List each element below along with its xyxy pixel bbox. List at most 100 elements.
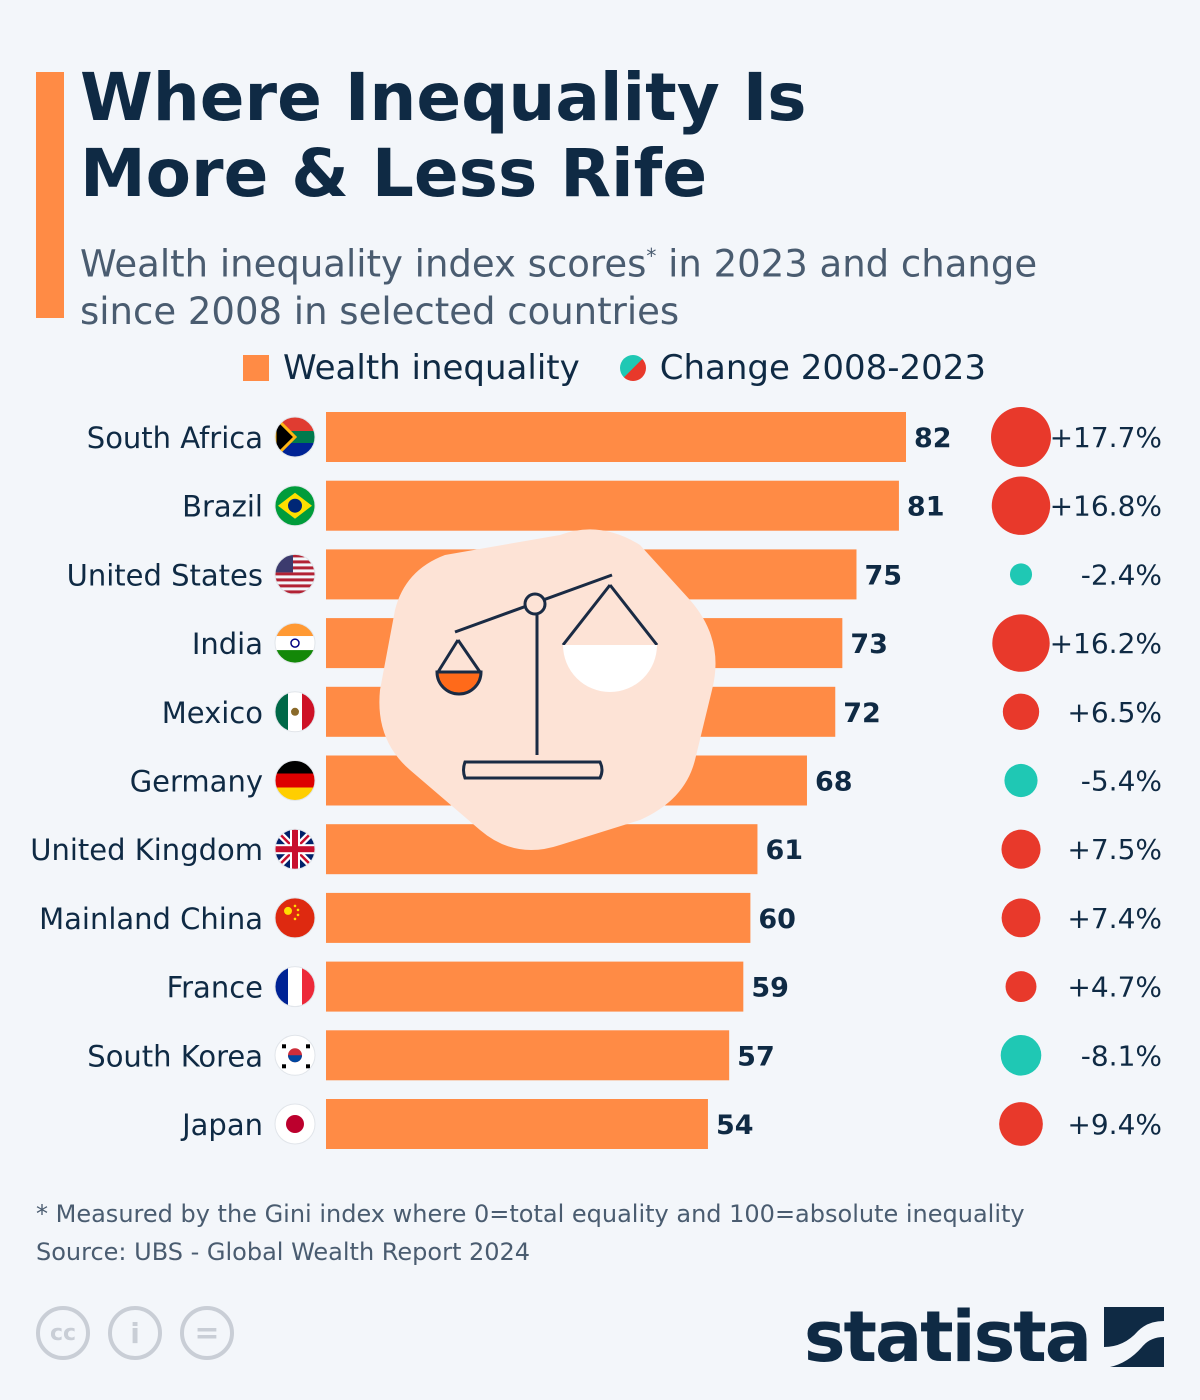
- flag-part: [275, 787, 315, 801]
- scale-right-strings: [561, 584, 659, 646]
- brand-name: statista: [803, 1296, 1092, 1378]
- category-label: Germany: [130, 765, 263, 799]
- flag-part: [275, 846, 315, 853]
- legend-bar-label: Wealth inequality: [283, 348, 580, 388]
- subtitle-text-rest: in 2023 and change since 2008 in selecte…: [80, 242, 1038, 334]
- flag-part: [306, 1044, 310, 1049]
- title-accent-bar: [36, 72, 64, 318]
- subtitle-text: Wealth inequality index scores: [80, 242, 647, 286]
- legend: Wealth inequality Change 2008-2023: [243, 348, 986, 388]
- bar-france: [326, 961, 744, 1012]
- change-circle: [1000, 1035, 1042, 1076]
- category-label: South Africa: [87, 421, 263, 455]
- uk-flag-icon: [275, 829, 315, 870]
- flag-part: [282, 1044, 286, 1049]
- flag-part: [275, 760, 315, 774]
- flag-part: [275, 623, 315, 637]
- category-label: Brazil: [182, 490, 263, 524]
- flag-part: [275, 691, 288, 732]
- usa-flag-icon: [275, 554, 315, 594]
- flag-part: [275, 417, 298, 457]
- change-label: +4.7%: [1067, 971, 1162, 1004]
- mexico-flag-icon: [275, 691, 315, 732]
- value-label: 81: [907, 492, 945, 523]
- category-label: United Kingdom: [30, 833, 263, 867]
- china-flag-icon: [275, 897, 315, 938]
- source: Source: UBS - Global Wealth Report 2024: [36, 1238, 531, 1266]
- flag-border: [274, 966, 316, 1008]
- footnote-mark: *: [646, 244, 657, 268]
- value-label: 59: [751, 973, 789, 1004]
- scale-left-strings: [436, 639, 482, 673]
- flag-border: [274, 1034, 316, 1076]
- change-circle: [1004, 763, 1038, 798]
- labels: South Africa 82 +17.7% Brazil 81 +16.8% United…: [30, 407, 1162, 1146]
- bar-south-africa: [326, 412, 906, 462]
- legend-bar-swatch: [243, 355, 269, 381]
- attribution-icon[interactable]: i: [108, 1306, 162, 1360]
- flag-part: [288, 1055, 302, 1063]
- cc-icon[interactable]: cc: [36, 1306, 90, 1360]
- flag-part: [306, 1064, 310, 1069]
- category-label: Japan: [180, 1108, 263, 1142]
- bar-japan: [326, 1099, 708, 1149]
- flag-part: [290, 638, 300, 648]
- bar-brazil: [326, 480, 899, 531]
- flag-part: [296, 908, 300, 912]
- category-label: India: [192, 627, 263, 661]
- japan-flag-icon: [275, 1104, 315, 1144]
- footnote: * Measured by the Gini index where 0=tot…: [36, 1200, 1025, 1228]
- flag-part: [275, 636, 315, 651]
- flag-part: [286, 1115, 304, 1133]
- change-label: -8.1%: [1081, 1039, 1162, 1072]
- scale-right-pan: [563, 645, 657, 692]
- category-label: United States: [67, 558, 263, 592]
- flag-part: [291, 707, 299, 716]
- value-label: 60: [758, 904, 796, 935]
- flag-part: [282, 1064, 286, 1069]
- france-flag-icon: [275, 966, 315, 1007]
- brazil-flag-icon: [275, 485, 315, 526]
- flag-part: [275, 966, 288, 1007]
- no-derivatives-icon[interactable]: =: [180, 1306, 234, 1360]
- change-label: +7.5%: [1067, 833, 1162, 866]
- change-circle: [999, 1102, 1043, 1146]
- change-circle: [1002, 693, 1040, 730]
- category-label: France: [167, 971, 263, 1005]
- legend-circle-label: Change 2008-2023: [659, 348, 987, 388]
- change-circle: [1001, 829, 1041, 869]
- flag-part: [275, 566, 315, 570]
- value-label: 82: [914, 423, 952, 454]
- legend-circle-swatch: [619, 355, 646, 381]
- bar-south-korea: [326, 1030, 730, 1081]
- scale-left-pan: [435, 670, 483, 696]
- flag-part: [288, 498, 302, 513]
- flag-part: [275, 572, 315, 576]
- change-circle: [1009, 563, 1033, 586]
- flag-part: [302, 691, 315, 732]
- change-label: +17.7%: [1050, 421, 1162, 454]
- statista-logo[interactable]: statista: [804, 1296, 1164, 1378]
- flag-part: [275, 773, 315, 788]
- flag-part: [275, 554, 315, 558]
- change-label: +7.4%: [1067, 902, 1162, 935]
- flag-part: [293, 904, 297, 908]
- flag-part: [275, 590, 315, 594]
- statista-logo-mark-icon: [1104, 1307, 1164, 1367]
- change-circle: [992, 614, 1050, 672]
- flag-part: [275, 578, 315, 582]
- flag-border: [274, 897, 316, 939]
- flag-border: [274, 485, 316, 527]
- category-label: South Korea: [87, 1039, 263, 1073]
- value-label: 72: [843, 698, 881, 729]
- value-label: 68: [815, 767, 853, 798]
- flag-part: [302, 966, 315, 1007]
- bar-mainland-china: [326, 892, 751, 943]
- flag-border: [274, 622, 316, 664]
- scale-illustration: [379, 529, 716, 850]
- flag-border: [274, 760, 316, 801]
- change-label: +16.8%: [1050, 490, 1162, 523]
- germany-flag-icon: [275, 760, 315, 801]
